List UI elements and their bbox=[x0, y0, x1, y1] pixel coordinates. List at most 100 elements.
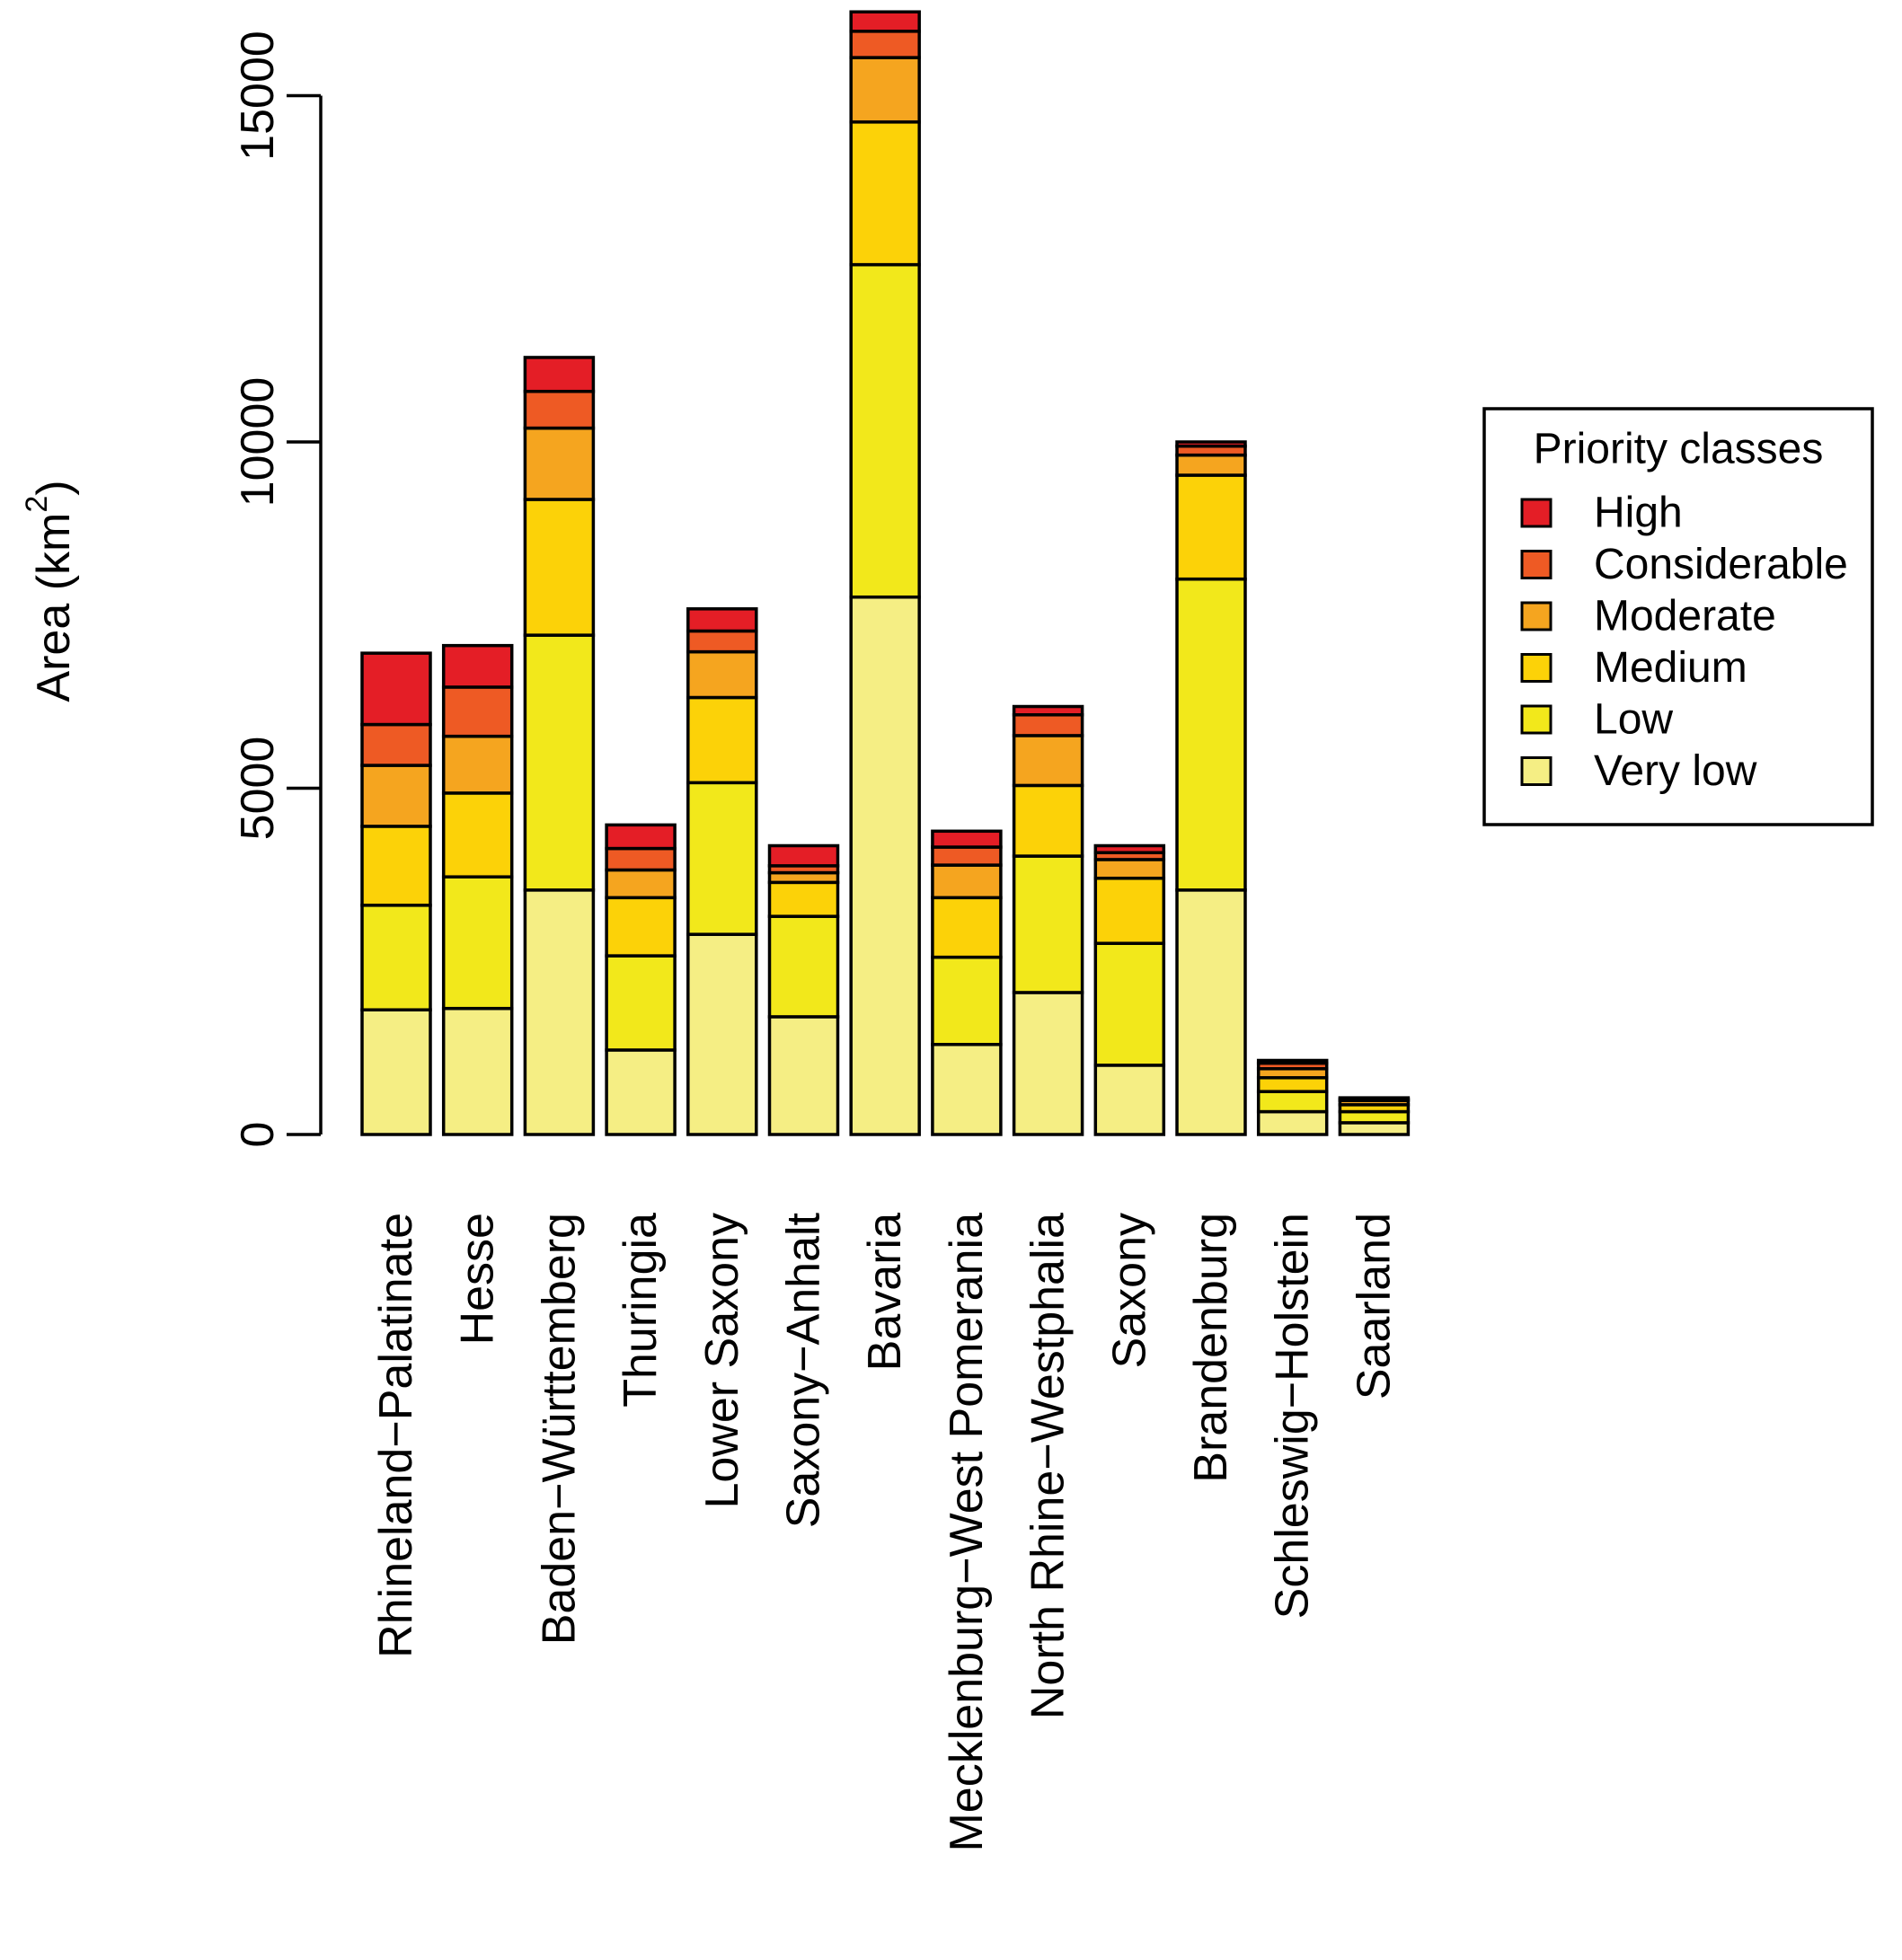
legend-swatch-moderate bbox=[1520, 601, 1553, 631]
bar-segment-baden-wurttemberg-low bbox=[523, 633, 596, 892]
bar-stack-schleswig-holstein bbox=[1256, 1058, 1329, 1136]
bar-segment-baden-wurttemberg-high bbox=[523, 356, 596, 393]
y-tick-label: 0 bbox=[232, 1122, 284, 1148]
x-category-label-brandenburg: Brandenburg bbox=[1185, 1213, 1237, 1483]
bar-segment-hesse-low bbox=[441, 875, 514, 1011]
x-category-label-baden-wurttemberg: Baden−Württemberg bbox=[533, 1213, 585, 1645]
bar-segment-rhineland-palatinate-high bbox=[360, 651, 432, 727]
legend-swatch-medium bbox=[1520, 653, 1553, 683]
bar-segment-bavaria-very-low bbox=[849, 595, 921, 1136]
bar-segment-saxony-medium bbox=[1093, 876, 1166, 945]
x-category-label-north-rhine-westphalia: North Rhine−Westphalia bbox=[1022, 1213, 1075, 1719]
bar-segment-thuringia-medium bbox=[605, 896, 677, 958]
bar-stack-saxony-anhalt bbox=[767, 843, 840, 1136]
bar-segment-baden-wurttemberg-medium bbox=[523, 498, 596, 637]
bar-segment-rhineland-palatinate-very-low bbox=[360, 1008, 432, 1136]
bar-segment-hesse-considerable bbox=[441, 685, 514, 738]
x-category-label-hesse: Hesse bbox=[452, 1213, 504, 1345]
legend-swatch-low bbox=[1520, 704, 1553, 735]
x-category-label-mecklenburg-west-pomerania: Mecklenburg−West Pomerania bbox=[941, 1213, 993, 1852]
bar-segment-north-rhine-westphalia-medium bbox=[1012, 783, 1084, 858]
bar-segment-north-rhine-westphalia-low bbox=[1012, 854, 1084, 994]
y-tick-label: 5000 bbox=[232, 737, 284, 841]
bar-segment-schleswig-holstein-medium bbox=[1256, 1076, 1329, 1093]
bar-segment-schleswig-holstein-low bbox=[1256, 1090, 1329, 1114]
y-axis-title-text: Area (km bbox=[28, 513, 80, 702]
bar-stack-mecklenburg-west-pomerania bbox=[931, 829, 1003, 1136]
bar-segment-north-rhine-westphalia-high bbox=[1012, 704, 1084, 717]
bar-segment-saarland-low bbox=[1338, 1109, 1411, 1125]
bar-segment-hesse-medium bbox=[441, 791, 514, 878]
bar-segment-bavaria-low bbox=[849, 262, 921, 599]
bar-segment-saxony-anhalt-high bbox=[767, 843, 840, 868]
bar-segment-saarland-very-low bbox=[1338, 1121, 1411, 1136]
x-category-label-rhineland-palatinate: Rhineland−Palatinate bbox=[370, 1213, 422, 1658]
bar-segment-rhineland-palatinate-medium bbox=[360, 825, 432, 907]
bar-segment-bavaria-considerable bbox=[849, 30, 921, 59]
y-axis-title: Area (km2) bbox=[20, 480, 80, 702]
legend-swatch-high bbox=[1520, 498, 1553, 528]
legend-label-moderate: Moderate bbox=[1594, 593, 1776, 640]
bar-segment-lower-saxony-very-low bbox=[686, 932, 758, 1136]
bar-segment-saxony-moderate bbox=[1093, 858, 1166, 880]
bar-segment-mecklenburg-west-pomerania-low bbox=[931, 955, 1003, 1046]
bar-segment-mecklenburg-west-pomerania-moderate bbox=[931, 863, 1003, 900]
x-category-label-saxony: Saxony bbox=[1103, 1213, 1155, 1368]
bar-segment-brandenburg-high bbox=[1175, 440, 1247, 448]
bar-segment-lower-saxony-high bbox=[686, 607, 758, 633]
bar-segment-north-rhine-westphalia-very-low bbox=[1012, 991, 1084, 1136]
bar-segment-thuringia-moderate bbox=[605, 868, 677, 900]
y-axis-title-close: ) bbox=[28, 480, 80, 495]
bar-segment-brandenburg-medium bbox=[1175, 473, 1247, 581]
bar-stack-bavaria bbox=[849, 10, 921, 1136]
legend-swatch-very-low bbox=[1520, 756, 1553, 786]
bar-stack-saxony bbox=[1093, 843, 1166, 1136]
bar-segment-hesse-moderate bbox=[441, 734, 514, 795]
bar-segment-rhineland-palatinate-moderate bbox=[360, 764, 432, 828]
bar-segment-thuringia-considerable bbox=[605, 846, 677, 872]
bar-stack-thuringia bbox=[605, 823, 677, 1136]
legend-label-low: Low bbox=[1594, 696, 1673, 744]
y-tick-label: 10000 bbox=[232, 377, 284, 508]
bar-segment-saxony-anhalt-very-low bbox=[767, 1015, 840, 1136]
bar-segment-mecklenburg-west-pomerania-medium bbox=[931, 896, 1003, 959]
bar-segment-saxony-anhalt-low bbox=[767, 914, 840, 1019]
x-category-label-saarland: Saarland bbox=[1348, 1213, 1400, 1399]
bar-segment-saxony-high bbox=[1093, 843, 1166, 854]
bar-segment-bavaria-medium bbox=[849, 120, 921, 267]
legend-label-medium: Medium bbox=[1594, 644, 1747, 692]
bar-segment-rhineland-palatinate-low bbox=[360, 904, 432, 1011]
bar-segment-mecklenburg-west-pomerania-high bbox=[931, 829, 1003, 849]
bar-segment-mecklenburg-west-pomerania-very-low bbox=[931, 1043, 1003, 1136]
bar-segment-north-rhine-westphalia-moderate bbox=[1012, 734, 1084, 788]
legend-label-high: High bbox=[1594, 490, 1683, 537]
bar-segment-rhineland-palatinate-considerable bbox=[360, 722, 432, 767]
bar-segment-north-rhine-westphalia-considerable bbox=[1012, 713, 1084, 737]
bar-stack-saarland bbox=[1338, 1096, 1411, 1136]
bar-segment-lower-saxony-low bbox=[686, 781, 758, 936]
bar-segment-mecklenburg-west-pomerania-considerable bbox=[931, 845, 1003, 867]
legend-label-considerable: Considerable bbox=[1594, 541, 1848, 588]
x-category-label-thuringia: Thuringia bbox=[615, 1213, 667, 1408]
bar-segment-bavaria-moderate bbox=[849, 56, 921, 124]
legend-swatch-considerable bbox=[1520, 550, 1553, 579]
bar-segment-thuringia-high bbox=[605, 823, 677, 851]
bar-segment-saxony-anhalt-medium bbox=[767, 880, 840, 918]
bar-segment-brandenburg-very-low bbox=[1175, 888, 1247, 1136]
bar-stack-brandenburg bbox=[1175, 440, 1247, 1136]
bar-stack-baden-wurttemberg bbox=[523, 356, 596, 1136]
bar-segment-saxony-very-low bbox=[1093, 1064, 1166, 1136]
bar-segment-thuringia-very-low bbox=[605, 1048, 677, 1136]
bar-segment-thuringia-low bbox=[605, 954, 677, 1052]
y-tick-label: 15000 bbox=[232, 31, 284, 161]
y-axis-title-superscript: 2 bbox=[20, 496, 54, 513]
bar-segment-hesse-high bbox=[441, 643, 514, 689]
bar-stack-rhineland-palatinate bbox=[360, 651, 432, 1136]
bar-stack-hesse bbox=[441, 643, 514, 1136]
x-category-label-schleswig-holstein: Schleswig−Holstein bbox=[1267, 1213, 1319, 1619]
legend-title: Priority classes bbox=[1534, 426, 1824, 473]
bar-segment-schleswig-holstein-very-low bbox=[1256, 1109, 1329, 1136]
bar-segment-saarland-high bbox=[1338, 1096, 1411, 1101]
bar-segment-saxony-low bbox=[1093, 941, 1166, 1067]
